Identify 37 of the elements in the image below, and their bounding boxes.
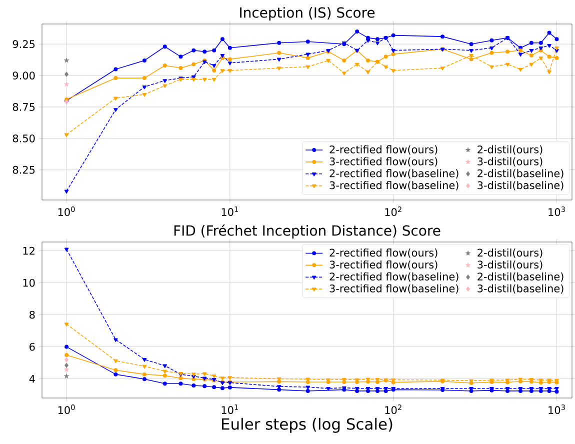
legend-label: 2-distil(ours): [478, 248, 542, 258]
x-tick-label: 10$^{0}$: [58, 206, 75, 216]
legend-label: 2-rectified flow(baseline): [330, 169, 458, 178]
y-tick-label: 12: [23, 246, 34, 255]
x-tick-label: 10$^{3}$: [548, 206, 565, 216]
legend-label: 2-distil(baseline): [478, 169, 564, 178]
legend-label: 3-distil(baseline): [478, 284, 564, 294]
x-tick-label: 10$^{1}$: [222, 206, 238, 216]
y-tick-label: 8: [30, 310, 35, 319]
y-tick-label: 6: [30, 342, 35, 351]
y-tick-label: 10: [23, 278, 35, 287]
y-tick-label: 9.25: [12, 40, 35, 48]
legend-label: 3-rectified flow(baseline): [330, 181, 458, 190]
x-tick-label: 10$^{2}$: [385, 404, 402, 414]
x-axis-title: Euler steps (log Scale): [222, 418, 392, 433]
legend-label: 3-distil(baseline): [478, 181, 564, 190]
y-tick-label: 9.00: [12, 72, 35, 80]
legend-label: 3-distil(ours): [478, 260, 542, 270]
legend-label: 3-rectified flow(baseline): [330, 284, 458, 294]
chart-title: FID (Fréchet Inception Distance) Score: [174, 224, 440, 239]
legend-label: 2-rectified flow(baseline): [330, 272, 458, 282]
y-tick-label: 8.50: [12, 134, 35, 142]
y-tick-label: 8.75: [12, 103, 35, 111]
chart-title: Inception (IS) Score: [240, 7, 375, 20]
legend-label: 2-rectified flow(ours): [330, 248, 438, 258]
legend-label: 2-distil(baseline): [478, 272, 564, 282]
legend-label: 3-rectified flow(ours): [330, 157, 438, 167]
legend-label: 3-distil(ours): [478, 157, 542, 167]
legend-label: 2-rectified flow(ours): [330, 145, 438, 155]
x-tick-label: 10$^{2}$: [385, 206, 402, 216]
y-tick-label: 8.25: [12, 166, 35, 174]
legend-label: 2-distil(ours): [478, 145, 542, 155]
x-tick-label: 10$^{3}$: [548, 404, 565, 414]
x-tick-label: 10$^{0}$: [58, 404, 75, 414]
x-tick-label: 10$^{1}$: [222, 404, 238, 414]
legend-label: 3-rectified flow(ours): [330, 260, 438, 270]
y-tick-label: 4: [29, 374, 35, 383]
